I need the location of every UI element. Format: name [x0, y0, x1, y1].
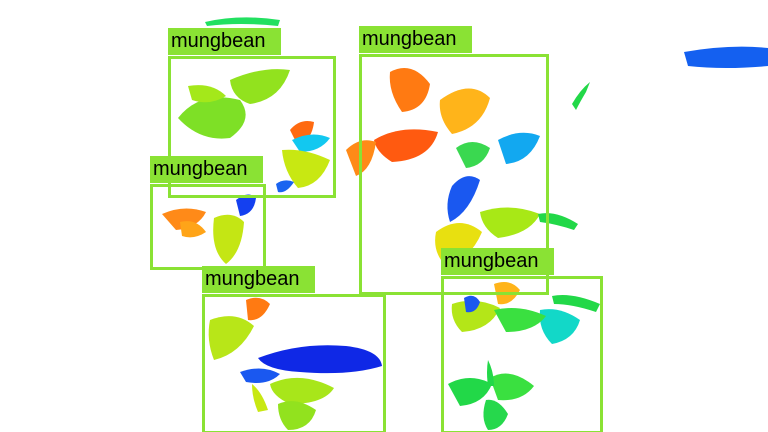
- leaf: [539, 309, 580, 344]
- leaf: [490, 373, 534, 401]
- detection-box: [441, 276, 603, 432]
- leaf: [270, 377, 334, 404]
- detection-label: mungbean: [202, 266, 315, 293]
- leaf: [374, 129, 438, 162]
- leaf: [278, 401, 316, 430]
- leaf: [258, 345, 382, 374]
- leaf: [282, 149, 330, 188]
- leaf: [552, 295, 600, 312]
- detection-box: [202, 294, 386, 432]
- leaf: [572, 82, 590, 110]
- leaf: [213, 214, 244, 264]
- leaf: [205, 17, 280, 26]
- leaf: [276, 180, 294, 193]
- leaf: [188, 85, 226, 103]
- leaf: [494, 308, 546, 332]
- leaf: [240, 368, 280, 383]
- detection-box: [150, 184, 266, 270]
- leaf: [448, 378, 492, 406]
- detection-label: mungbean: [441, 248, 554, 275]
- leaf: [480, 207, 540, 238]
- leaf: [230, 69, 290, 104]
- detection-box: [168, 56, 336, 198]
- leaf: [180, 221, 206, 238]
- leaf: [236, 194, 256, 216]
- leaf: [451, 300, 500, 332]
- leaf: [208, 316, 254, 360]
- leaf: [292, 134, 330, 152]
- leaf: [684, 46, 768, 68]
- leaf: [498, 132, 540, 164]
- leaf: [487, 360, 494, 386]
- leaf: [178, 97, 246, 139]
- leaf: [439, 88, 490, 134]
- detection-box: [359, 54, 549, 295]
- leaf: [162, 208, 206, 230]
- leaf: [389, 68, 430, 112]
- leaf: [464, 295, 480, 313]
- detection-label: mungbean: [359, 26, 472, 53]
- leaf: [447, 176, 480, 222]
- leaf: [246, 297, 270, 321]
- leaf: [483, 399, 508, 430]
- leaf: [252, 384, 268, 412]
- detection-label: mungbean: [168, 28, 281, 55]
- detection-label: mungbean: [150, 156, 263, 183]
- leaf: [456, 142, 490, 168]
